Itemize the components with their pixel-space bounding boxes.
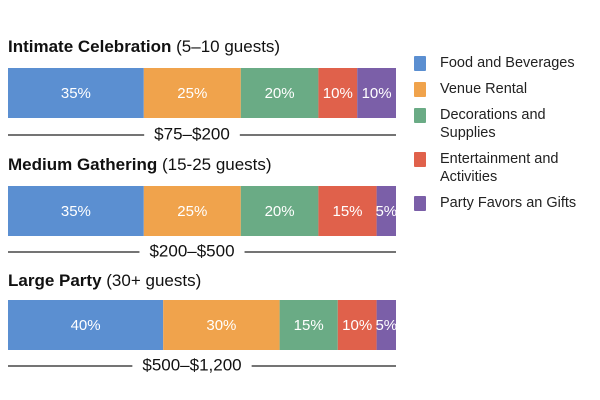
value-label: 15%: [332, 203, 362, 220]
group-note: (5–10 guests): [171, 37, 280, 56]
bar-segment: [240, 186, 319, 236]
legend-swatch: [414, 108, 426, 123]
bar-segment: [240, 68, 319, 118]
bar-segment: [318, 186, 377, 236]
group-title: Intimate Celebration (5–10 guests): [8, 37, 280, 56]
budget-label: $75–$200: [154, 124, 230, 143]
legend-swatch: [414, 82, 426, 97]
legend-swatch: [414, 196, 426, 211]
bar-segment: [318, 68, 358, 118]
value-label: 5%: [375, 203, 397, 220]
legend-item: Party Favors an Gifts: [414, 194, 596, 212]
bar-segment: [8, 186, 144, 236]
budget-label: $200–$500: [149, 241, 234, 260]
value-label: 10%: [362, 85, 392, 102]
legend-label: Venue Rental: [440, 81, 528, 97]
value-label: 15%: [294, 317, 324, 334]
value-label: 35%: [61, 85, 91, 102]
group-name: Large Party: [8, 271, 102, 290]
bar-segment: [376, 300, 396, 350]
legend-label: Party Favors an Gifts: [440, 195, 577, 211]
bar-segment: [143, 68, 241, 118]
bar-segment: [376, 186, 396, 236]
legend: Food and Beverages Venue Rental Decoration…: [414, 54, 596, 220]
group-name: Medium Gathering: [8, 155, 157, 174]
bar-segment: [8, 68, 144, 118]
bar-segment: [163, 300, 280, 350]
legend-label: Food and Beverages: [440, 55, 575, 71]
value-label: 5%: [375, 317, 397, 334]
group-note: (15-25 guests): [157, 155, 271, 174]
group-note: (30+ guests): [102, 271, 202, 290]
value-label: 10%: [323, 85, 353, 102]
bar-segment: [279, 300, 338, 350]
legend-item: Entertainment and Activities: [414, 150, 596, 186]
legend-label: Entertainment and Activities: [440, 151, 559, 185]
value-label: 40%: [71, 317, 101, 334]
value-label: 10%: [342, 317, 372, 334]
legend-item: Decorations and Supplies: [414, 106, 596, 142]
bar-segment: [357, 68, 396, 118]
legend-item: Venue Rental: [414, 80, 596, 98]
budget-label: $500–$1,200: [142, 355, 241, 374]
legend-label: Decorations and Supplies: [440, 107, 546, 141]
legend-swatch: [414, 152, 426, 167]
value-label: 20%: [265, 85, 295, 102]
group-name: Intimate Celebration: [8, 37, 171, 56]
bar-segment: [337, 300, 377, 350]
legend-item: Food and Beverages: [414, 54, 596, 72]
bar-segment: [8, 300, 164, 350]
value-label: 25%: [177, 203, 207, 220]
value-label: 35%: [61, 203, 91, 220]
value-label: 30%: [206, 317, 236, 334]
legend-swatch: [414, 56, 426, 71]
value-label: 25%: [177, 85, 207, 102]
group-title: Medium Gathering (15-25 guests): [8, 155, 272, 174]
group-title: Large Party (30+ guests): [8, 271, 201, 290]
bar-segment: [143, 186, 241, 236]
value-label: 20%: [265, 203, 295, 220]
